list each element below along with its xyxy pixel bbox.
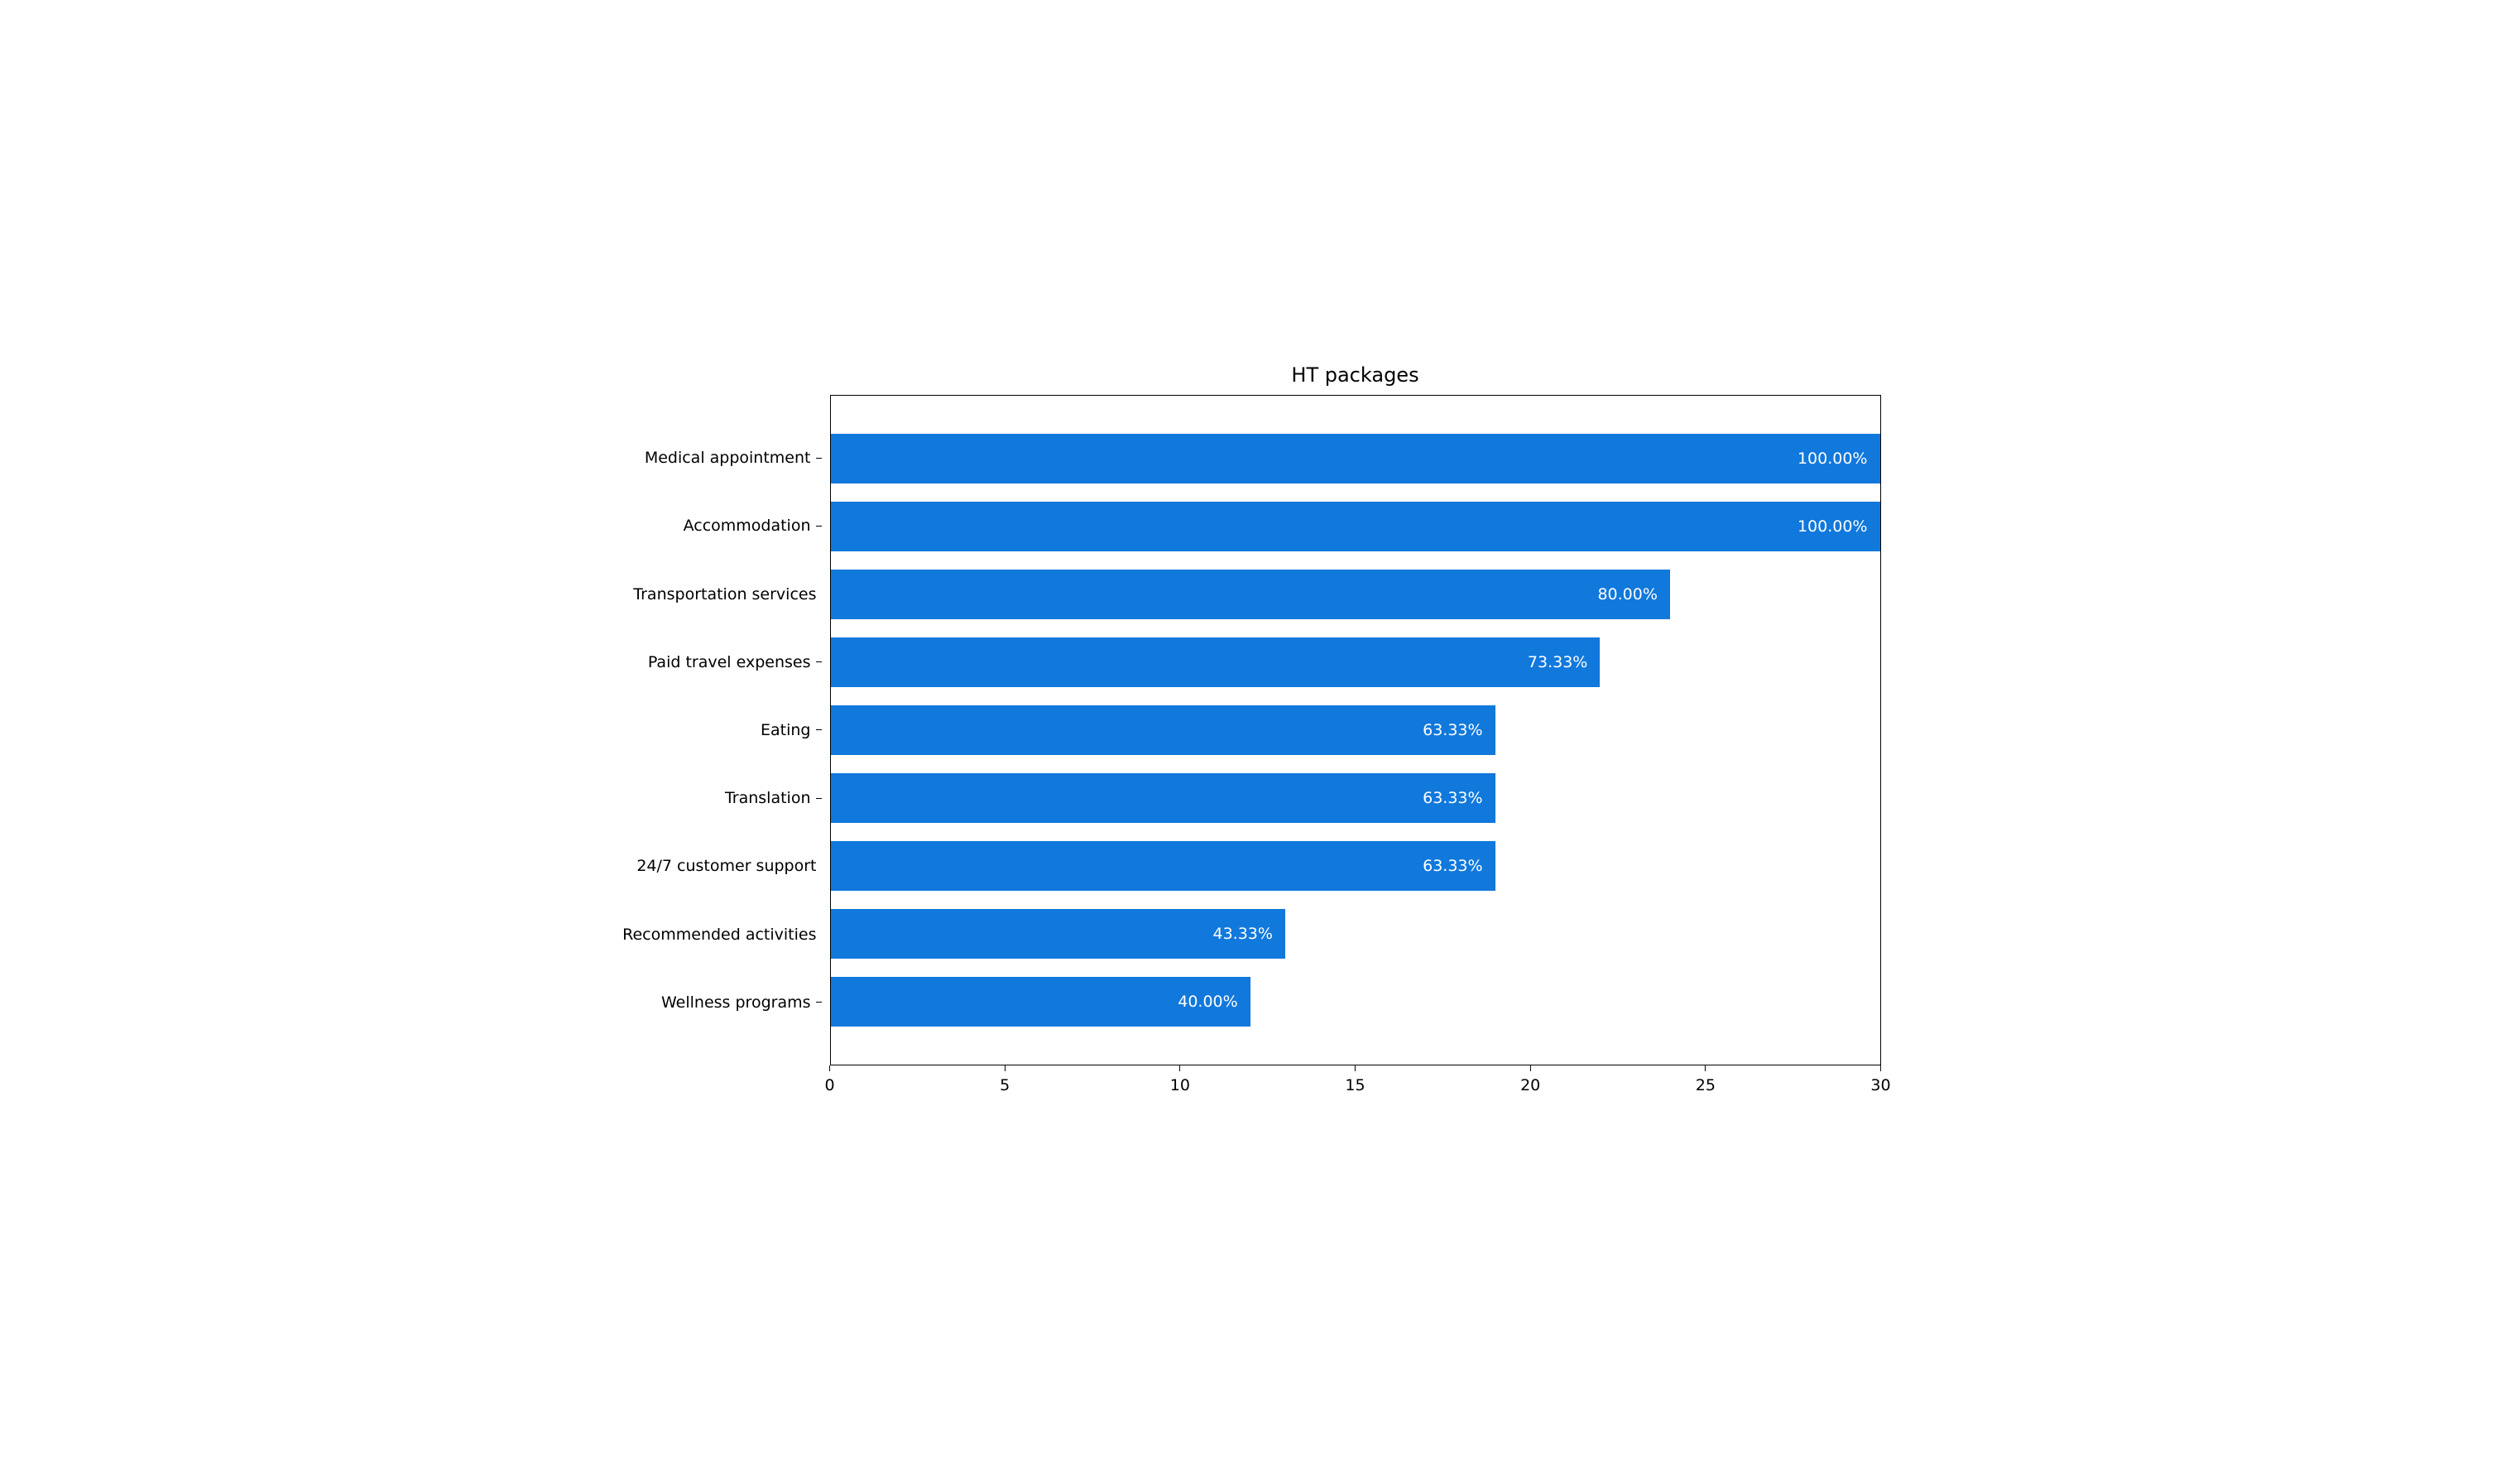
y-tick-mark [816,661,822,662]
x-axis-label: 25 [1696,1076,1716,1094]
y-axis-label: Accommodation [684,517,811,535]
bar: 40.00% [831,977,1250,1027]
chart-body: Medical appointment Accommodation Transpor… [640,395,1881,1065]
bar-row: 63.33% [831,696,1880,764]
bar-row: 100.00% [831,493,1880,560]
bar-value-label: 63.33% [1423,789,1495,807]
bar-value-label: 73.33% [1528,653,1600,671]
bar: 63.33% [831,773,1495,823]
y-axis-label: 24/7 customer support [636,857,816,875]
y-tick-group: Accommodation [640,492,822,560]
x-axis-label: 0 [824,1076,834,1094]
x-axis-label: 15 [1345,1076,1365,1094]
y-tick-group: Recommended activities [640,901,822,969]
bar-row: 63.33% [831,832,1880,900]
y-tick-group: Paid travel expenses [640,628,822,696]
x-tick-group: 15 [1345,1065,1365,1094]
y-axis: Medical appointment Accommodation Transpor… [640,395,830,1065]
y-tick-group: Medical appointment [640,424,822,492]
x-axis: 051015202530 [830,1065,1881,1099]
y-axis-label: Medical appointment [645,449,811,467]
x-tick-mark [1705,1065,1706,1071]
x-tick-group: 30 [1870,1065,1890,1094]
y-tick-group: Transportation services [640,560,822,628]
bar: 63.33% [831,841,1495,891]
y-tick-group: Eating [640,696,822,764]
bars-wrapper: 100.00% 100.00% 80.00% 73.33% 63.33% 63.33% 63… [831,396,1880,1065]
bar: 100.00% [831,502,1880,551]
x-tick-mark [1179,1065,1180,1071]
x-axis-label: 30 [1870,1076,1890,1094]
y-axis-label: Translation [725,789,811,807]
chart-title: HT packages [640,363,1881,387]
bar: 73.33% [831,637,1601,687]
y-tick-mark [816,458,822,459]
y-tick-mark [816,1002,822,1003]
bar-value-label: 43.33% [1213,925,1285,943]
bar-value-label: 40.00% [1178,993,1250,1011]
y-tick-mark [816,526,822,527]
bar-row: 100.00% [831,425,1880,493]
y-tick-group: Translation [640,764,822,832]
x-axis-label: 20 [1520,1076,1540,1094]
y-tick-group: 24/7 customer support [640,832,822,900]
bar-row: 63.33% [831,764,1880,832]
x-tick-group: 10 [1170,1065,1190,1094]
y-axis-label: Paid travel expenses [648,653,811,671]
y-axis-label: Wellness programs [661,993,811,1012]
x-tick-mark [1355,1065,1356,1071]
bar-value-label: 63.33% [1423,721,1495,739]
plot-area: 100.00% 100.00% 80.00% 73.33% 63.33% 63.33% 63… [830,395,1881,1065]
x-tick-mark [829,1065,830,1071]
x-tick-group: 20 [1520,1065,1540,1094]
bar: 63.33% [831,705,1495,755]
y-axis-label: Transportation services [633,585,816,604]
bar-value-label: 80.00% [1597,585,1669,604]
x-axis-label: 5 [1000,1076,1010,1094]
bar-row: 43.33% [831,900,1880,968]
bar: 80.00% [831,570,1670,619]
x-tick-mark [1880,1065,1881,1071]
x-tick-group: 25 [1696,1065,1716,1094]
chart-container: HT packages Medical appointment Accommoda… [640,363,1881,1099]
bar-row: 73.33% [831,628,1880,696]
bar-value-label: 63.33% [1423,857,1495,875]
y-axis-label: Recommended activities [622,926,816,944]
bar: 43.33% [831,909,1285,959]
y-axis-label: Eating [761,721,810,739]
y-tick-group: Wellness programs [640,969,822,1036]
x-tick-group: 5 [1000,1065,1010,1094]
y-tick-mark [816,729,822,730]
bar: 100.00% [831,434,1880,483]
bar-value-label: 100.00% [1798,517,1880,536]
x-axis-label: 10 [1170,1076,1190,1094]
x-tick-group: 0 [824,1065,834,1094]
bar-row: 40.00% [831,968,1880,1036]
x-tick-mark [1005,1065,1006,1071]
x-tick-mark [1530,1065,1531,1071]
bar-row: 80.00% [831,560,1880,628]
y-tick-mark [816,798,822,799]
bar-value-label: 100.00% [1798,450,1880,468]
